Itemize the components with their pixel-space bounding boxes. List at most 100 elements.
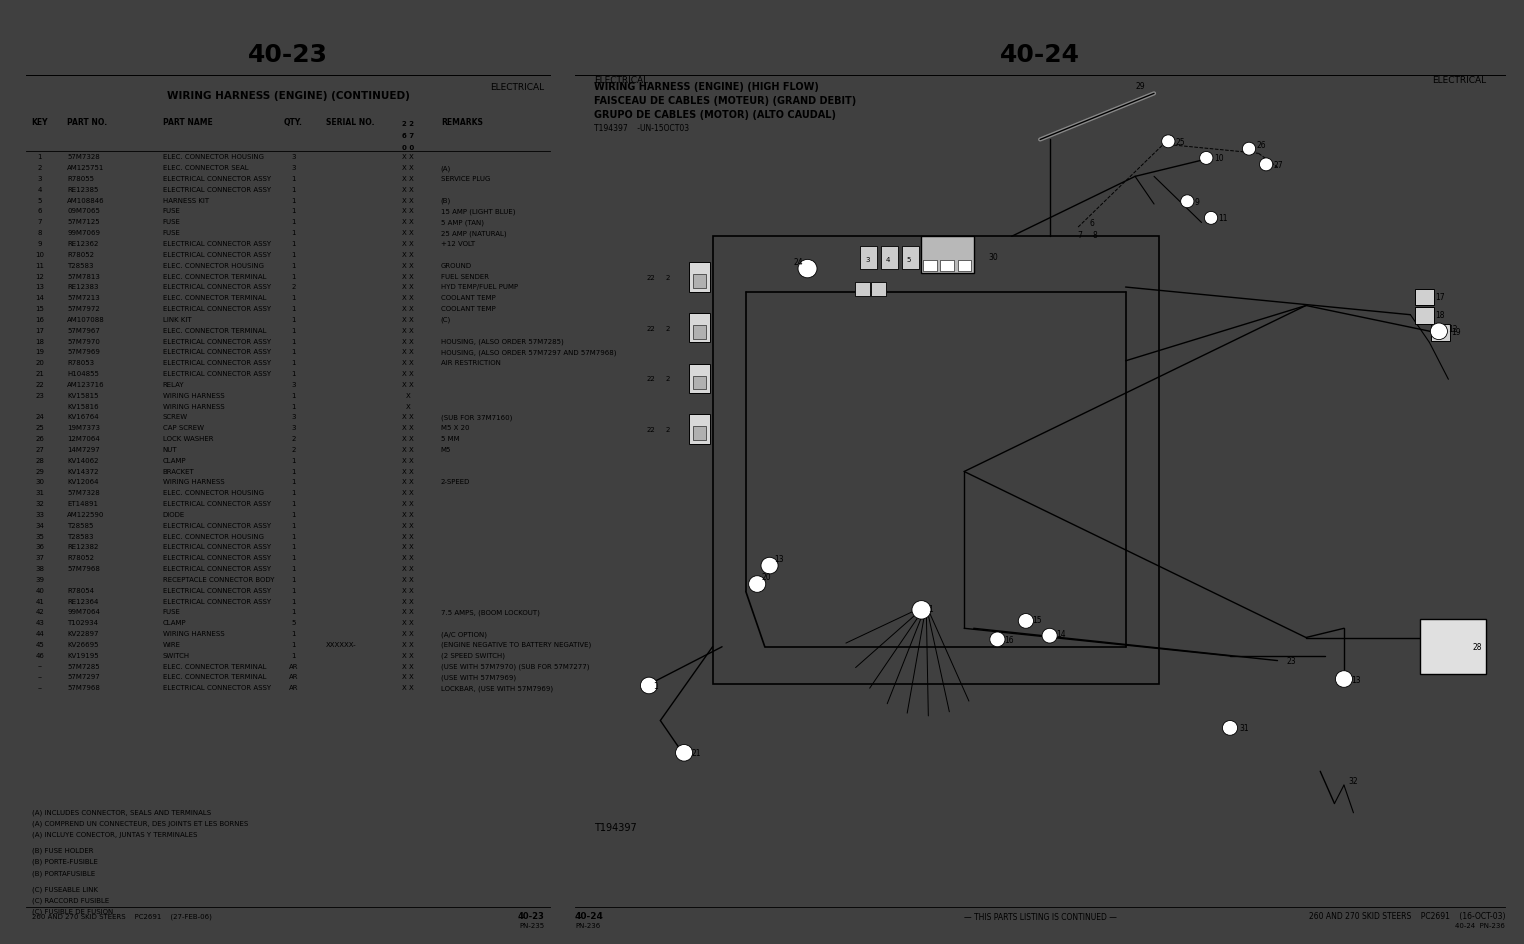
Text: X X: X X xyxy=(402,500,415,507)
Text: HOUSING, (ALSO ORDER 57M7297 AND 57M7968): HOUSING, (ALSO ORDER 57M7297 AND 57M7968… xyxy=(440,349,616,356)
Text: 13: 13 xyxy=(774,554,783,564)
Text: 15 AMP (LIGHT BLUE): 15 AMP (LIGHT BLUE) xyxy=(440,209,515,214)
Text: 28: 28 xyxy=(1472,643,1481,651)
Text: 1: 1 xyxy=(291,533,296,539)
Text: 1: 1 xyxy=(291,316,296,323)
Text: 3: 3 xyxy=(38,176,43,182)
Text: ELECTRICAL CONNECTOR ASSY: ELECTRICAL CONNECTOR ASSY xyxy=(163,338,271,345)
Text: 6 7: 6 7 xyxy=(402,132,415,139)
Text: 18: 18 xyxy=(35,338,44,345)
Text: +12 VOLT: +12 VOLT xyxy=(440,241,475,246)
Text: 25 AMP (NATURAL): 25 AMP (NATURAL) xyxy=(440,230,506,236)
Text: 40-24  PN-236: 40-24 PN-236 xyxy=(1455,921,1506,928)
Text: (USE WITH 57M7970) (SUB FOR 57M7277): (USE WITH 57M7970) (SUB FOR 57M7277) xyxy=(440,663,590,669)
Text: AM123716: AM123716 xyxy=(67,381,105,387)
Circle shape xyxy=(1042,629,1058,644)
Text: 11: 11 xyxy=(35,262,44,268)
Text: PART NO.: PART NO. xyxy=(67,117,107,126)
Text: KV12064: KV12064 xyxy=(67,479,99,485)
Text: 43: 43 xyxy=(35,619,44,626)
Text: — THIS PARTS LISTING IS CONTINUED —: — THIS PARTS LISTING IS CONTINUED — xyxy=(963,913,1117,921)
Text: 0 0: 0 0 xyxy=(402,144,415,150)
Text: 2-SPEED: 2-SPEED xyxy=(440,479,471,485)
Text: WIRING HARNESS: WIRING HARNESS xyxy=(163,631,224,636)
Text: AIR RESTRICTION: AIR RESTRICTION xyxy=(440,360,501,366)
Text: KEY: KEY xyxy=(32,117,49,126)
Text: 3: 3 xyxy=(291,381,296,387)
Text: KV14062: KV14062 xyxy=(67,457,99,464)
Text: 1: 1 xyxy=(291,393,296,398)
Text: ELECTRICAL: ELECTRICAL xyxy=(491,83,544,93)
Text: X X: X X xyxy=(402,522,415,529)
Text: (ENGINE NEGATIVE TO BATTERY NEGATIVE): (ENGINE NEGATIVE TO BATTERY NEGATIVE) xyxy=(440,641,591,648)
Text: 21: 21 xyxy=(692,749,701,757)
Text: X X: X X xyxy=(402,316,415,323)
Text: ELEC. CONNECTOR TERMINAL: ELEC. CONNECTOR TERMINAL xyxy=(163,674,267,680)
Text: RE12382: RE12382 xyxy=(67,544,99,549)
Text: X X: X X xyxy=(402,457,415,464)
Text: X X: X X xyxy=(402,663,415,669)
Circle shape xyxy=(911,601,931,619)
Text: ELECTRICAL CONNECTOR ASSY: ELECTRICAL CONNECTOR ASSY xyxy=(163,522,271,529)
Text: X X: X X xyxy=(402,533,415,539)
Bar xyxy=(924,261,937,272)
Text: KV26695: KV26695 xyxy=(67,641,99,648)
Text: ELECTRICAL CONNECTOR ASSY: ELECTRICAL CONNECTOR ASSY xyxy=(163,587,271,593)
Text: COOLANT TEMP: COOLANT TEMP xyxy=(440,295,495,301)
Text: RELAY: RELAY xyxy=(163,381,184,387)
Bar xyxy=(1416,290,1434,306)
Text: GROUND: GROUND xyxy=(440,262,472,268)
Bar xyxy=(692,326,706,339)
Text: X X: X X xyxy=(402,641,415,648)
Text: ELECTRICAL CONNECTOR ASSY: ELECTRICAL CONNECTOR ASSY xyxy=(163,371,271,377)
Text: 1: 1 xyxy=(291,230,296,236)
Text: 40-23: 40-23 xyxy=(518,911,544,919)
Text: 2: 2 xyxy=(291,435,296,442)
Text: X X: X X xyxy=(402,197,415,204)
Text: X X: X X xyxy=(402,219,415,225)
Text: 23: 23 xyxy=(1286,656,1297,666)
Text: X X: X X xyxy=(402,414,415,420)
Text: 42: 42 xyxy=(35,609,44,615)
Text: KV15816: KV15816 xyxy=(67,403,99,409)
Text: 57M7970: 57M7970 xyxy=(67,338,101,345)
Text: 19: 19 xyxy=(35,349,44,355)
Text: ELECTRICAL CONNECTOR ASSY: ELECTRICAL CONNECTOR ASSY xyxy=(163,598,271,604)
Text: PN-236: PN-236 xyxy=(575,921,600,928)
Text: 260 AND 270 SKID STEERS    PC2691    (16-OCT-03): 260 AND 270 SKID STEERS PC2691 (16-OCT-0… xyxy=(1309,911,1506,919)
Text: 3: 3 xyxy=(291,425,296,430)
Text: X X: X X xyxy=(402,349,415,355)
Text: 18: 18 xyxy=(1436,311,1445,320)
Text: X X: X X xyxy=(402,577,415,582)
Text: 1: 1 xyxy=(291,555,296,561)
Text: 57M7213: 57M7213 xyxy=(67,295,99,301)
Text: WIRING HARNESS: WIRING HARNESS xyxy=(163,479,224,485)
Text: 35: 35 xyxy=(35,533,44,539)
Text: 26: 26 xyxy=(1257,141,1266,149)
Bar xyxy=(689,414,710,445)
Text: --: -- xyxy=(37,663,43,669)
Text: X X: X X xyxy=(402,631,415,636)
Text: ET14891: ET14891 xyxy=(67,500,98,507)
Text: 1: 1 xyxy=(291,338,296,345)
Text: KV19195: KV19195 xyxy=(67,652,99,658)
Circle shape xyxy=(1431,324,1448,340)
Text: X X: X X xyxy=(402,479,415,485)
Text: SERVICE PLUG: SERVICE PLUG xyxy=(440,176,491,182)
Text: ELEC. CONNECTOR SEAL: ELEC. CONNECTOR SEAL xyxy=(163,165,248,171)
Circle shape xyxy=(1181,195,1193,209)
Text: 57M7967: 57M7967 xyxy=(67,328,101,333)
Text: HYD TEMP/FUEL PUMP: HYD TEMP/FUEL PUMP xyxy=(440,284,518,290)
Text: X X: X X xyxy=(402,544,415,549)
Text: 3: 3 xyxy=(291,165,296,171)
Text: ELEC. CONNECTOR TERMINAL: ELEC. CONNECTOR TERMINAL xyxy=(163,663,267,669)
Text: ELEC. CONNECTOR TERMINAL: ELEC. CONNECTOR TERMINAL xyxy=(163,328,267,333)
Text: 7: 7 xyxy=(38,219,43,225)
Text: X X: X X xyxy=(402,273,415,279)
Text: ELECTRICAL CONNECTOR ASSY: ELECTRICAL CONNECTOR ASSY xyxy=(163,284,271,290)
Bar xyxy=(713,237,1158,683)
Text: WIRE: WIRE xyxy=(163,641,180,648)
Text: SERIAL NO.: SERIAL NO. xyxy=(326,117,375,126)
Text: 46: 46 xyxy=(35,652,44,658)
Text: (B) PORTE-FUSIBLE: (B) PORTE-FUSIBLE xyxy=(32,858,98,865)
